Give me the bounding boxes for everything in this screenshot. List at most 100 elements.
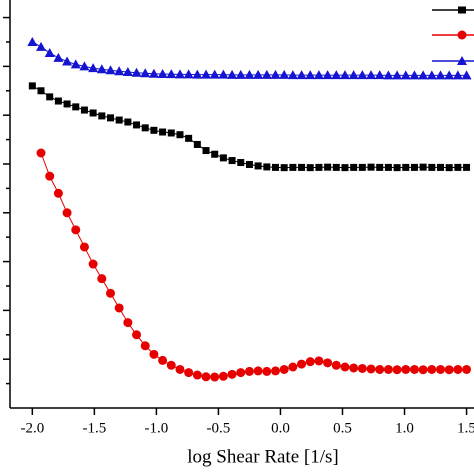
- data-point: [122, 66, 133, 76]
- data-point: [114, 66, 125, 76]
- data-point: [71, 225, 81, 235]
- data-point: [245, 160, 253, 168]
- data-point: [445, 164, 453, 172]
- x-tick-label: -0.5: [207, 420, 231, 436]
- data-point: [192, 69, 203, 79]
- data-point: [419, 163, 427, 171]
- legend-marker: [458, 6, 466, 14]
- data-point: [46, 93, 54, 101]
- data-point: [452, 70, 463, 80]
- data-point: [280, 164, 288, 172]
- data-point: [192, 370, 202, 380]
- data-point: [410, 163, 418, 171]
- data-point: [384, 163, 392, 171]
- x-tick-label: -1.5: [82, 420, 106, 436]
- data-point: [418, 365, 428, 375]
- data-point: [97, 274, 107, 284]
- x-tick-label: 1.5: [457, 420, 474, 436]
- data-point: [166, 69, 177, 79]
- data-point: [383, 364, 393, 374]
- data-point: [253, 366, 263, 376]
- data-point: [262, 366, 272, 376]
- data-point: [53, 188, 63, 198]
- data-point: [98, 112, 106, 120]
- data-point: [437, 163, 445, 171]
- data-point: [400, 70, 411, 80]
- data-point: [401, 364, 411, 374]
- legend-marker: [457, 30, 467, 40]
- series-line: [40, 152, 467, 378]
- data-point: [131, 67, 142, 77]
- data-point: [175, 364, 185, 374]
- data-point: [133, 121, 141, 129]
- data-point: [349, 363, 359, 373]
- data-point: [27, 36, 38, 46]
- data-point: [461, 70, 472, 80]
- data-point: [409, 70, 420, 80]
- data-point: [79, 242, 89, 252]
- data-point: [427, 364, 437, 374]
- data-point: [166, 360, 176, 370]
- data-point: [53, 52, 64, 62]
- data-point: [332, 163, 340, 171]
- data-point: [140, 68, 151, 78]
- data-point: [339, 70, 350, 80]
- data-point: [148, 68, 159, 78]
- data-point: [315, 163, 323, 171]
- data-point: [392, 70, 403, 80]
- data-point: [185, 134, 193, 142]
- data-point: [201, 372, 211, 382]
- data-point: [279, 69, 290, 79]
- data-point: [350, 163, 358, 171]
- data-point: [444, 70, 455, 80]
- data-point: [141, 124, 149, 132]
- data-point: [149, 349, 159, 359]
- data-point: [115, 116, 123, 124]
- data-point: [106, 114, 114, 122]
- data-point: [444, 365, 454, 375]
- data-point: [454, 163, 462, 171]
- data-point: [80, 106, 88, 114]
- data-point: [244, 69, 255, 79]
- data-point: [322, 70, 333, 80]
- data-point: [158, 355, 168, 365]
- data-point: [331, 360, 341, 370]
- data-point: [193, 140, 201, 148]
- data-point: [367, 163, 375, 171]
- data-point: [297, 359, 307, 369]
- data-point: [314, 356, 324, 366]
- data-point: [36, 41, 47, 51]
- data-point: [348, 70, 359, 80]
- data-point: [36, 148, 46, 158]
- data-point: [392, 365, 402, 375]
- data-point: [462, 364, 472, 374]
- data-point: [176, 131, 184, 139]
- data-point: [261, 69, 272, 79]
- data-point: [340, 362, 350, 372]
- data-point: [298, 163, 306, 171]
- x-tick-label: 1.0: [395, 420, 414, 436]
- data-point: [306, 164, 314, 172]
- data-point: [383, 70, 394, 80]
- data-point: [357, 70, 368, 80]
- data-point: [227, 369, 237, 379]
- data-point: [244, 366, 254, 376]
- x-tick-label: -1.0: [145, 420, 169, 436]
- data-point: [70, 59, 81, 69]
- data-point: [305, 70, 316, 80]
- data-point: [228, 157, 236, 165]
- data-point: [436, 364, 446, 374]
- data-point: [218, 371, 228, 381]
- data-point: [323, 358, 333, 368]
- data-point: [296, 70, 307, 80]
- data-point: [237, 159, 245, 167]
- data-point: [418, 70, 429, 80]
- data-point: [271, 163, 279, 171]
- data-point: [167, 129, 175, 137]
- data-point: [28, 82, 36, 90]
- data-point: [358, 163, 366, 171]
- data-point: [270, 69, 281, 79]
- data-point: [289, 163, 297, 171]
